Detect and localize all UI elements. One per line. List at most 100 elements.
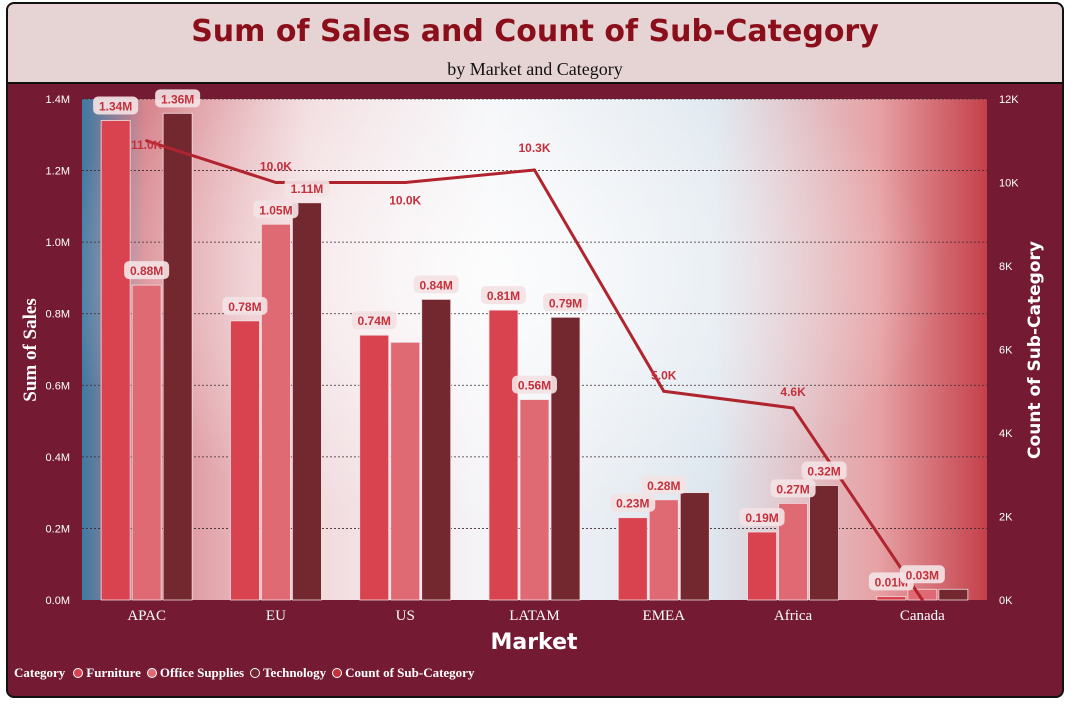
y-tick-label: 0.4M: [46, 452, 70, 464]
bar-technology-us[interactable]: [421, 298, 452, 601]
legend-item-furniture[interactable]: Furniture: [73, 665, 141, 681]
y2-tick-label: 6K: [999, 345, 1013, 357]
bar-furniture-latam[interactable]: [488, 309, 519, 601]
y-tick-label: 0.6M: [46, 380, 70, 392]
bar-technology-canada[interactable]: [938, 588, 969, 601]
data-label-furniture-us: 0.74M: [351, 311, 397, 330]
bar-furniture-africa[interactable]: [747, 531, 777, 601]
data-label-text: 1.11M: [291, 182, 324, 196]
data-label-text: 0.81M: [487, 289, 520, 303]
bar-office-supplies-latam[interactable]: [519, 399, 550, 601]
data-label-text: 0.03M: [906, 568, 939, 582]
y-tick-label: 0.2M: [46, 523, 70, 535]
legend-item-count[interactable]: Count of Sub-Category: [332, 665, 474, 681]
data-label-furniture-apac: 1.34M: [93, 96, 139, 115]
bar-furniture-canada[interactable]: [876, 596, 907, 601]
y2-tick-label: 12K: [999, 94, 1019, 106]
chart-header: Sum of Sales and Count of Sub-Category b…: [6, 2, 1064, 84]
data-label-background: [641, 475, 687, 494]
y2-tick-label: 2K: [999, 512, 1013, 524]
data-label-text: 0.79M: [549, 296, 582, 310]
bar-office-supplies-apac[interactable]: [131, 284, 162, 601]
bars: [100, 112, 969, 601]
data-label-office-supplies-apac: 0.88M: [124, 261, 170, 280]
x-tick-label-canada: Canada: [900, 608, 945, 624]
bar-furniture-eu[interactable]: [230, 320, 260, 601]
x-tick-label-latam: LATAM: [509, 608, 559, 624]
data-label-background: [253, 200, 299, 219]
x-tick-label-apac: APAC: [127, 608, 166, 624]
y-tick-label: 1.4M: [46, 94, 70, 106]
chart-subtitle: by Market and Category: [447, 59, 623, 79]
data-label-office-supplies-eu: 1.05M: [253, 200, 299, 219]
legend-dot-office-supplies: [146, 668, 157, 678]
bar-technology-eu[interactable]: [292, 202, 322, 601]
data-label-office-supplies-emea: 0.28M: [641, 475, 687, 494]
x-tick-label-eu: EU: [266, 608, 286, 624]
data-label-furniture-eu: 0.78M: [222, 296, 268, 315]
line-point-latam[interactable]: [533, 168, 536, 172]
data-label-text: 0.23M: [616, 497, 649, 511]
bar-technology-latam[interactable]: [550, 316, 581, 601]
legend-label-office-supplies: Office Supplies: [159, 665, 245, 680]
data-label-text: 0.74M: [358, 314, 391, 328]
data-label-office-supplies-canada: 0.03M: [899, 565, 945, 584]
data-label-text: 0.27M: [776, 482, 809, 496]
bar-furniture-us[interactable]: [359, 334, 390, 601]
data-label-background: [413, 275, 459, 294]
bar-furniture-apac[interactable]: [100, 120, 131, 601]
legend-heading: Category: [14, 665, 66, 680]
data-label-technology-latam: 0.79M: [543, 293, 588, 312]
data-label-office-supplies-africa: 0.27M: [770, 479, 816, 498]
line-point-us[interactable]: [403, 181, 407, 184]
y2-axis-title: Count of Sub-Category: [1025, 241, 1045, 459]
bar-technology-apac[interactable]: [162, 112, 193, 601]
line-point-africa[interactable]: [791, 406, 795, 410]
data-label-background: [739, 508, 785, 527]
data-label-text: 1.36M: [161, 92, 194, 106]
data-label-background: [512, 375, 557, 394]
legend-item-technology[interactable]: Technology: [250, 665, 326, 681]
data-label-technology-us: 0.84M: [413, 275, 459, 294]
y-tick-label: 0.0M: [46, 595, 70, 607]
legend-dot-furniture: [73, 668, 84, 678]
data-label-background: [481, 286, 526, 305]
legend-dot-technology: [250, 668, 261, 678]
y2-tick-label: 10K: [999, 178, 1019, 190]
data-label-text: 0.84M: [420, 278, 453, 292]
line-label-apac: 11.0K: [131, 138, 163, 152]
bar-technology-emea[interactable]: [679, 492, 710, 601]
bar-furniture-emea[interactable]: [617, 517, 648, 601]
x-tick-label-africa: Africa: [774, 608, 813, 624]
line-label-africa: 4.6K: [780, 385, 806, 399]
data-label-background: [284, 178, 330, 197]
legend-item-office-supplies[interactable]: Office Supplies: [146, 665, 245, 681]
bar-technology-africa[interactable]: [809, 485, 839, 601]
data-label-background: [543, 293, 588, 312]
bar-office-supplies-emea[interactable]: [648, 499, 679, 601]
data-label-background: [124, 261, 170, 280]
bar-office-supplies-us[interactable]: [390, 341, 421, 601]
line-point-emea[interactable]: [662, 389, 666, 393]
legend: Category Furniture Office Supplies Techn…: [14, 664, 480, 682]
x-tick-label-us: US: [396, 608, 415, 624]
data-label-background: [610, 493, 656, 512]
line-point-eu[interactable]: [274, 181, 278, 184]
bar-office-supplies-eu[interactable]: [261, 223, 291, 601]
x-axis-title: Market: [490, 630, 578, 655]
line-label-us: 10.0K: [389, 194, 421, 208]
y-tick-label: 1.2M: [46, 166, 70, 178]
data-label-background: [351, 311, 397, 330]
data-label-furniture-africa: 0.19M: [739, 508, 785, 527]
line-point-canada[interactable]: [920, 598, 924, 602]
y-axis-title: Sum of Sales: [20, 298, 41, 401]
x-tick-label-emea: EMEA: [643, 608, 686, 624]
line-point-apac[interactable]: [145, 139, 149, 143]
y2-tick-label: 8K: [999, 261, 1013, 273]
line-label-emea: 5.0K: [651, 368, 677, 382]
data-label-background: [770, 479, 816, 498]
data-labels: 11.0K 10.0K 10.0K 10.3K 5.0K 4.6K 1.34M 0.78M 0.…: [93, 89, 945, 591]
data-label-furniture-latam: 0.81M: [481, 286, 526, 305]
data-label-furniture-emea: 0.23M: [610, 493, 656, 512]
data-label-text: 0.19M: [745, 511, 778, 525]
